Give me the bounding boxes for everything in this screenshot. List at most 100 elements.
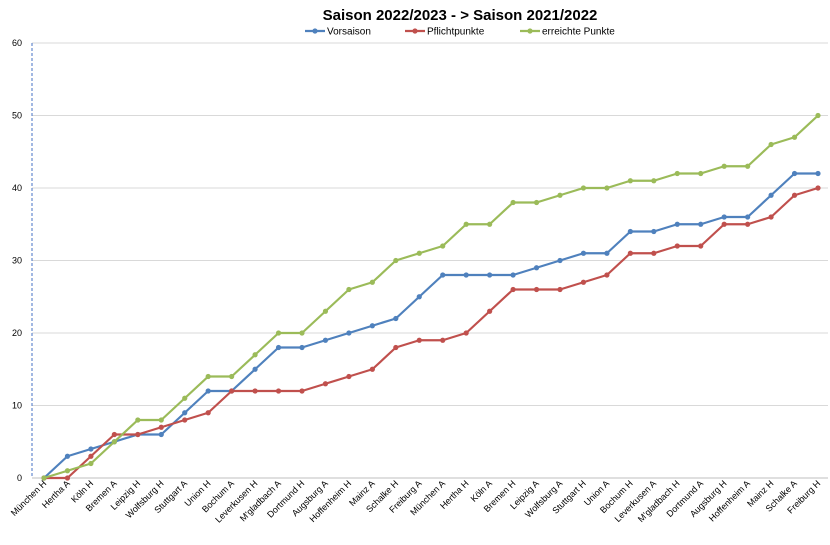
data-point-pflichtpunkte xyxy=(111,431,117,438)
data-point-vorsaison xyxy=(182,410,188,416)
data-point-pflichtpunkte xyxy=(182,417,188,423)
data-point-vorsaison xyxy=(768,192,774,198)
data-point-erreichte-punkte xyxy=(533,199,540,206)
data-point-erreichte-punkte xyxy=(510,199,516,206)
data-point-pflichtpunkte xyxy=(791,192,798,198)
data-point-pflichtpunkte xyxy=(440,337,446,343)
data-point-pflichtpunkte xyxy=(229,388,235,394)
data-point-erreichte-punkte xyxy=(158,417,164,423)
data-point-vorsaison xyxy=(322,337,329,343)
data-point-pflichtpunkte xyxy=(510,286,516,293)
data-point-pflichtpunkte xyxy=(64,475,71,481)
data-point-pflichtpunkte xyxy=(135,431,141,438)
data-point-vorsaison xyxy=(205,388,211,394)
data-point-vorsaison xyxy=(651,228,657,235)
data-point-vorsaison xyxy=(393,315,399,322)
series-erreichte-punkte xyxy=(41,112,821,481)
data-point-pflichtpunkte xyxy=(604,272,610,278)
chart-title: Saison 2022/2023 - > Saison 2021/2022 xyxy=(323,7,598,24)
data-point-pflichtpunkte xyxy=(533,286,540,293)
data-point-vorsaison xyxy=(533,265,540,271)
data-point-erreichte-punkte xyxy=(745,163,751,169)
data-point-pflichtpunkte xyxy=(275,388,282,394)
data-point-pflichtpunkte xyxy=(299,388,305,394)
data-point-vorsaison xyxy=(745,214,751,220)
legend-marker xyxy=(527,28,533,34)
data-point-pflichtpunkte xyxy=(651,250,657,256)
data-point-erreichte-punkte xyxy=(698,170,704,177)
data-point-erreichte-punkte xyxy=(182,395,188,401)
data-point-erreichte-punkte xyxy=(322,308,329,314)
data-point-pflichtpunkte xyxy=(416,337,422,343)
y-tick-label: 50 xyxy=(12,111,22,121)
data-point-erreichte-punkte xyxy=(627,178,633,184)
data-point-vorsaison xyxy=(275,344,282,351)
data-point-erreichte-punkte xyxy=(346,286,352,293)
data-point-vorsaison xyxy=(698,221,704,227)
data-point-pflichtpunkte xyxy=(393,344,399,351)
data-point-vorsaison xyxy=(487,272,493,278)
data-point-pflichtpunkte xyxy=(557,286,563,293)
data-point-erreichte-punkte xyxy=(393,257,399,264)
y-tick-label: 0 xyxy=(17,473,22,483)
data-point-pflichtpunkte xyxy=(698,243,704,249)
data-point-erreichte-punkte xyxy=(768,141,774,148)
data-point-erreichte-punkte xyxy=(275,330,282,336)
data-point-pflichtpunkte xyxy=(768,214,774,220)
data-point-pflichtpunkte xyxy=(627,250,633,256)
data-point-pflichtpunkte xyxy=(580,279,587,285)
data-point-pflichtpunkte xyxy=(721,221,727,227)
data-point-pflichtpunkte xyxy=(88,453,94,459)
data-point-vorsaison xyxy=(721,214,727,220)
legend: Vorsaison Pflichtpunkte erreichte Punkte xyxy=(305,27,615,38)
data-point-erreichte-punkte xyxy=(88,460,94,467)
data-point-pflichtpunkte xyxy=(815,185,821,191)
data-point-vorsaison xyxy=(557,257,563,264)
gridlines xyxy=(32,42,828,406)
legend-label: Pflichtpunkte xyxy=(427,27,485,38)
data-point-erreichte-punkte xyxy=(111,439,117,445)
data-point-erreichte-punkte xyxy=(651,178,657,184)
series-group xyxy=(41,112,821,481)
data-point-vorsaison xyxy=(463,272,469,278)
data-point-erreichte-punkte xyxy=(416,250,422,256)
data-point-erreichte-punkte xyxy=(41,475,47,481)
data-point-vorsaison xyxy=(299,344,305,351)
data-point-vorsaison xyxy=(815,170,821,177)
data-point-pflichtpunkte xyxy=(487,308,493,314)
y-tick-label: 30 xyxy=(12,256,22,266)
data-point-vorsaison xyxy=(252,366,258,372)
data-point-pflichtpunkte xyxy=(322,381,329,387)
data-point-erreichte-punkte xyxy=(815,112,821,119)
data-point-erreichte-punkte xyxy=(135,417,141,423)
data-point-pflichtpunkte xyxy=(158,424,164,430)
data-point-pflichtpunkte xyxy=(252,388,258,394)
data-point-pflichtpunkte xyxy=(369,366,375,372)
data-point-pflichtpunkte xyxy=(346,373,352,380)
y-axis-ticks: 0 10 20 30 40 50 60 xyxy=(12,38,22,483)
data-point-erreichte-punkte xyxy=(557,192,563,198)
y-tick-label: 20 xyxy=(12,328,22,338)
legend-item-vorsaison: Vorsaison xyxy=(305,27,371,38)
data-point-vorsaison xyxy=(580,250,587,256)
data-point-erreichte-punkte xyxy=(229,373,235,380)
data-point-vorsaison xyxy=(510,272,516,278)
data-point-vorsaison xyxy=(88,446,94,452)
y-tick-label: 60 xyxy=(12,38,22,48)
data-point-erreichte-punkte xyxy=(252,352,258,358)
data-point-erreichte-punkte xyxy=(721,163,727,169)
data-point-vorsaison xyxy=(64,453,71,459)
data-point-vorsaison xyxy=(369,323,375,329)
data-point-vorsaison xyxy=(791,170,798,177)
data-point-vorsaison xyxy=(627,228,633,235)
x-tick-label: München H xyxy=(9,478,49,518)
data-point-erreichte-punkte xyxy=(205,373,211,380)
series-line-erreichte-punkte xyxy=(43,114,819,480)
data-point-pflichtpunkte xyxy=(674,243,680,249)
data-point-vorsaison xyxy=(604,250,610,256)
data-point-erreichte-punkte xyxy=(487,221,493,227)
data-point-vorsaison xyxy=(346,330,352,336)
data-point-vorsaison xyxy=(416,294,422,300)
